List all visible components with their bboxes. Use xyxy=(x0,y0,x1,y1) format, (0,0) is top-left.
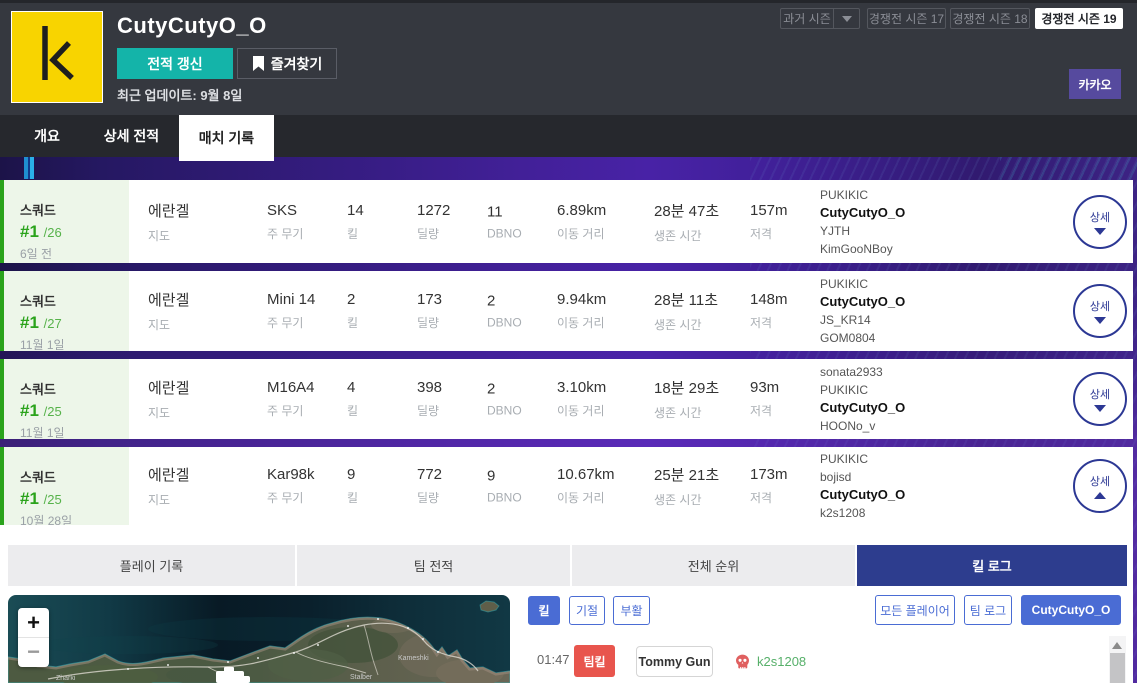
svg-text:Zharki: Zharki xyxy=(56,675,76,682)
svg-text:Stalber: Stalber xyxy=(350,674,373,681)
svg-text:Kameshki: Kameshki xyxy=(398,655,429,662)
